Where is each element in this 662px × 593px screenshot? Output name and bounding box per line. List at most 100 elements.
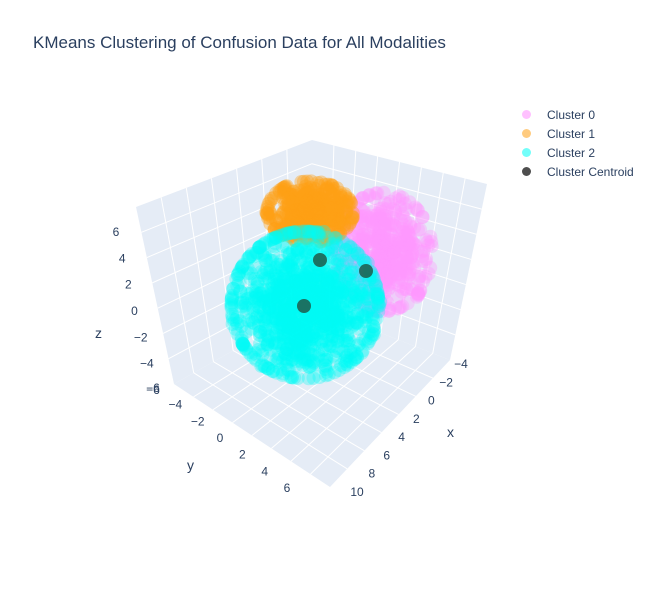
cluster-1-point: [278, 197, 293, 211]
cluster-1-point: [311, 201, 326, 216]
cluster-0-point: [365, 212, 380, 227]
cluster-0-point: [353, 287, 367, 302]
cluster-0-point: [360, 280, 375, 295]
cluster-2-point: [371, 291, 386, 305]
cluster-2-point: [319, 364, 334, 379]
cluster-2-point: [358, 314, 372, 328]
cluster-1-point: [302, 220, 317, 235]
cluster-2-point: [304, 358, 319, 373]
gridline-y-back: [286, 149, 293, 318]
cluster-1-point: [288, 233, 303, 248]
cluster-1-point: [269, 186, 284, 201]
cluster-0-point: [340, 251, 354, 266]
cluster-1-point: [275, 207, 290, 222]
cluster-1-point: [306, 203, 321, 217]
cluster-2-point: [370, 284, 385, 299]
cluster-2-point: [338, 345, 353, 360]
cluster-2-point: [265, 364, 280, 379]
cluster-2-point: [271, 296, 285, 310]
cluster-2-point: [271, 283, 286, 298]
cluster-1-point: [334, 216, 349, 231]
cluster-0-point: [329, 264, 344, 279]
cluster-0-point: [384, 218, 399, 233]
cluster-1-point: [260, 202, 275, 217]
cluster-2-point: [336, 344, 351, 359]
cluster-2-point: [339, 300, 354, 315]
cluster-2-point: [338, 313, 353, 328]
cluster-2-point: [330, 313, 345, 328]
cluster-0-point: [381, 261, 395, 276]
cluster-2-point: [270, 314, 285, 329]
cluster-1-point: [327, 188, 342, 203]
cluster-2-point: [315, 342, 330, 357]
cluster-2-point: [267, 267, 282, 282]
cluster-2-point: [278, 346, 293, 361]
cluster-2-point: [293, 233, 308, 248]
cluster-0-point: [355, 245, 370, 260]
cluster-0-point: [347, 289, 362, 303]
cluster-0-point: [391, 270, 406, 285]
cluster-2-point: [329, 343, 344, 358]
cluster-2-point: [310, 292, 325, 307]
cluster-2-point: [250, 274, 265, 289]
cluster-1-point: [308, 205, 323, 220]
cluster-1-point: [292, 207, 307, 222]
cluster-0-point: [383, 267, 398, 282]
legend-item-cluster-0[interactable]: Cluster 0: [518, 105, 634, 124]
cluster-2-point: [289, 353, 304, 368]
cluster-2-point: [285, 315, 300, 330]
cluster-0-point: [377, 256, 392, 271]
cluster-2-point: [264, 342, 279, 357]
cluster-2-point: [274, 283, 289, 298]
cluster-2-point: [235, 336, 250, 351]
legend-item-cluster-2[interactable]: Cluster 2: [518, 143, 634, 162]
cluster-0-point: [399, 227, 414, 242]
cluster-0-point: [338, 227, 352, 242]
gridline-x-back: [328, 145, 335, 313]
cluster-2-point: [314, 316, 329, 331]
cluster-2-point: [299, 313, 314, 328]
legend-item-cluster-centroid[interactable]: Cluster Centroid: [518, 162, 634, 181]
cluster-2-point: [284, 255, 299, 270]
cluster-1-point: [300, 207, 315, 222]
cluster-2-point: [265, 253, 280, 268]
cluster-0-point: [375, 245, 390, 260]
y-tick-label: 2: [239, 448, 246, 462]
cluster-2-point: [284, 273, 299, 287]
cluster-0-point: [351, 221, 366, 236]
cluster-2-point: [269, 325, 284, 340]
cluster-1-point: [304, 208, 319, 223]
cluster-0-point: [402, 195, 417, 210]
cluster-2-point: [259, 309, 274, 324]
legend-item-cluster-1[interactable]: Cluster 1: [518, 124, 634, 143]
legend[interactable]: Cluster 0 Cluster 1 Cluster 2 Cluster Ce…: [518, 105, 634, 181]
cluster-2-point: [331, 308, 346, 323]
cluster-0-point: [331, 270, 346, 284]
cluster-1-point: [296, 210, 311, 225]
cluster-2-point: [294, 311, 309, 325]
cluster-0-point: [408, 238, 423, 252]
cluster-2-point: [338, 314, 353, 329]
cluster-2-point: [302, 278, 317, 293]
cluster-0-point: [399, 282, 414, 297]
cluster-2-point: [349, 350, 364, 365]
cluster-1-point: [330, 212, 345, 226]
cluster-2-point: [258, 235, 273, 250]
cluster-2-point: [243, 266, 258, 281]
cluster-2-point: [283, 258, 298, 272]
cluster-1-point: [309, 201, 324, 216]
cluster-2-point: [323, 269, 338, 284]
cluster-0-point: [363, 284, 378, 299]
cluster-2-point: [282, 300, 297, 315]
cluster-2-point: [330, 308, 345, 323]
cluster-2-point: [346, 344, 361, 359]
cluster-1-point: [322, 213, 337, 228]
cluster-2-point: [300, 284, 315, 299]
cluster-2-point: [291, 245, 306, 260]
cluster-2-point: [358, 332, 373, 347]
cluster-2-point: [224, 291, 239, 306]
x-tick-label: 10: [350, 485, 364, 499]
cluster-1-point: [313, 220, 328, 235]
cluster-2-point: [278, 313, 293, 328]
